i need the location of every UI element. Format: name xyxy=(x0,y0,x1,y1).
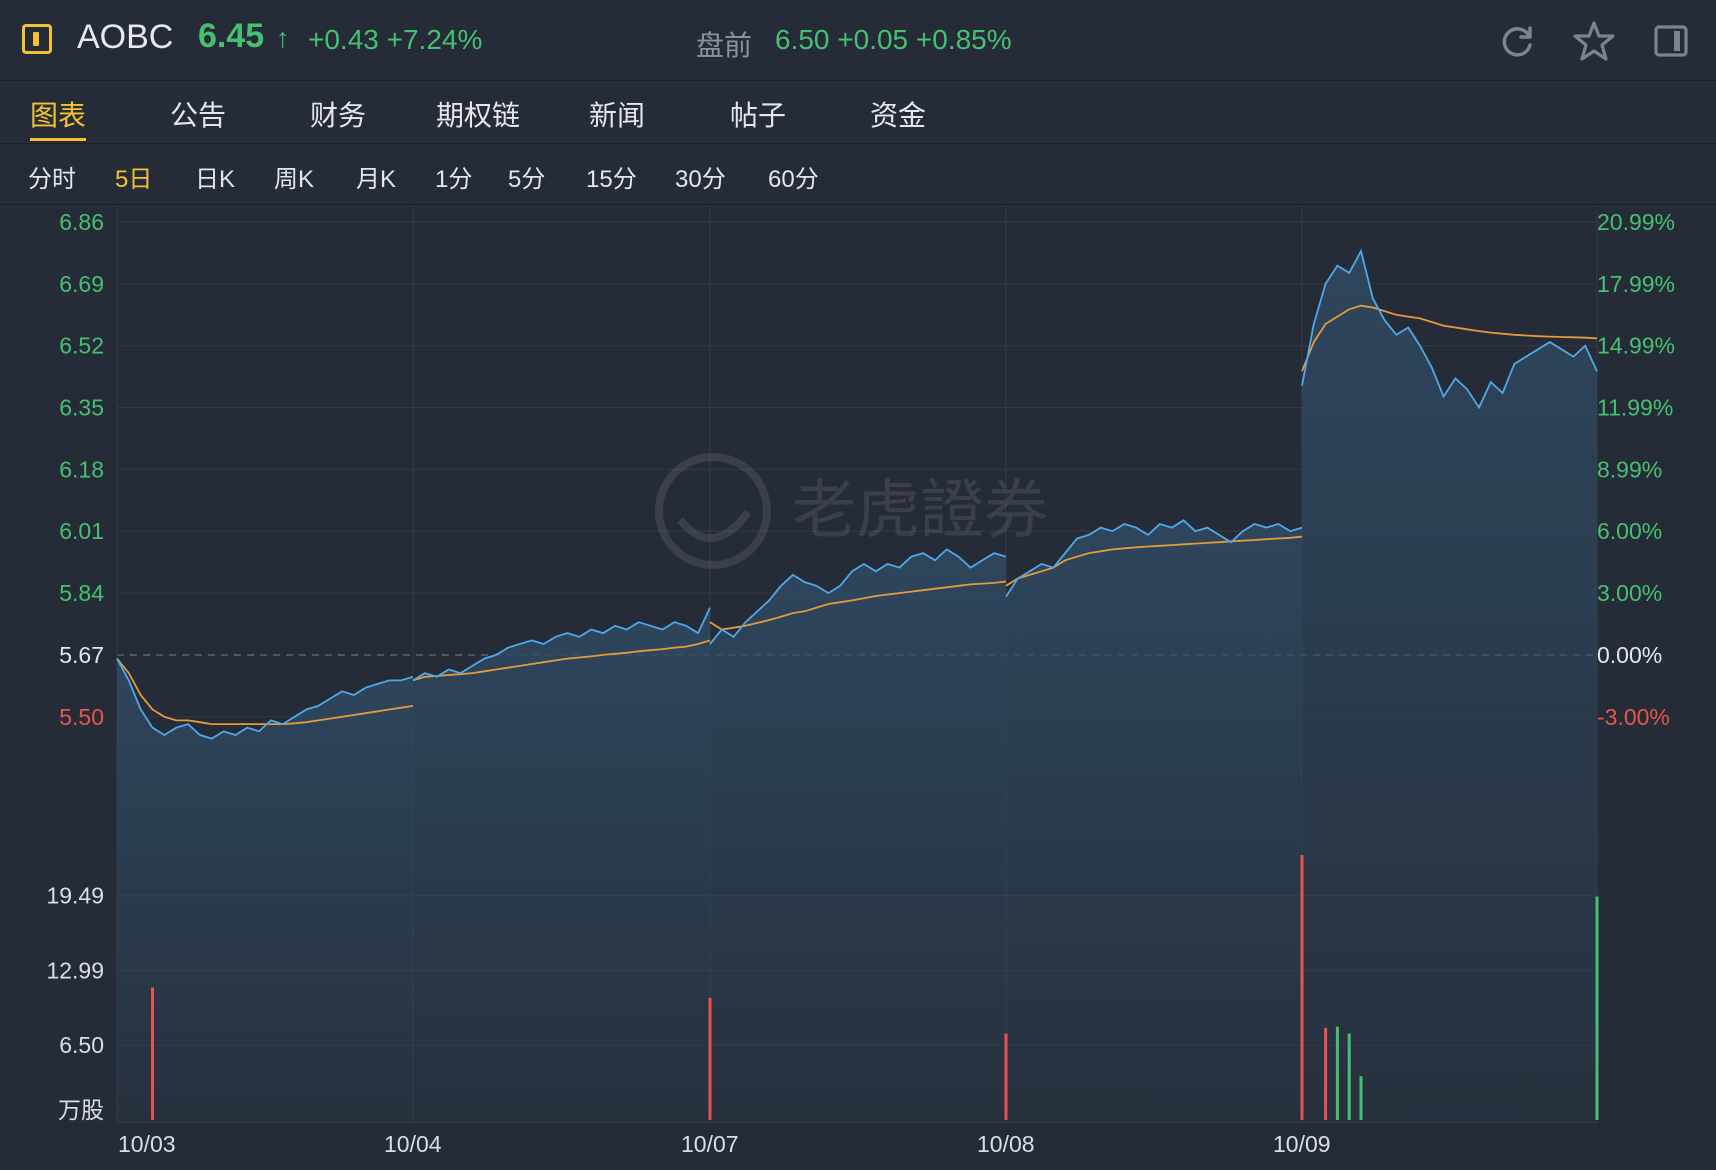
watermark-text: 老虎證券 xyxy=(792,474,1048,548)
tab-chart[interactable]: 图表 xyxy=(30,100,87,131)
price-lines xyxy=(116,248,1598,740)
volume-bar xyxy=(1335,1026,1339,1120)
price-change: +0.43 +7.24% xyxy=(308,24,483,55)
watermark: 老虎證券 xyxy=(655,453,1048,569)
price-line xyxy=(412,607,711,682)
refresh-icon[interactable] xyxy=(1496,20,1538,62)
price-area-day xyxy=(413,607,710,1120)
avg-price-line xyxy=(116,658,414,725)
five-day-chart[interactable]: 老虎證券 6.86 20.99% 6.69 17.99% 6.52 14.99% 6.35 1… xyxy=(0,205,1716,1170)
period-5day[interactable]: 5日 xyxy=(115,166,153,193)
panel-toggle-icon[interactable] xyxy=(1650,20,1692,62)
price-area-day xyxy=(1006,520,1302,1120)
price-line xyxy=(116,658,414,740)
price-line xyxy=(1301,248,1598,410)
volume-tick-label: 6.50 xyxy=(59,1032,104,1058)
active-tab-underline xyxy=(30,138,86,141)
volume-bar xyxy=(1324,1027,1328,1120)
volume-bar xyxy=(1595,896,1599,1120)
tab-posts[interactable]: 帖子 xyxy=(730,100,787,131)
volume-bar xyxy=(708,997,712,1120)
volume-tick-label: 12.99 xyxy=(46,957,104,983)
pct-tick-label: 17.99% xyxy=(1597,271,1675,297)
avg-price-line xyxy=(1301,304,1598,372)
period-60min[interactable]: 60分 xyxy=(768,166,819,193)
volume-bar xyxy=(1004,1033,1008,1120)
pct-tick-label: 3.00% xyxy=(1597,580,1662,606)
period-intraday[interactable]: 分时 xyxy=(28,166,76,193)
volume-bar xyxy=(1347,1033,1351,1120)
price-tick-label: 6.69 xyxy=(59,271,104,297)
pct-tick-label: 14.99% xyxy=(1597,333,1675,359)
premarket-value: 6.50 +0.05 +0.85% xyxy=(775,24,1012,55)
tab-financials[interactable]: 财务 xyxy=(310,100,367,131)
tab-announcements[interactable]: 公告 xyxy=(170,100,227,131)
quote-header: AOBC 6.45 ↑ +0.43 +7.24% 盘前 6.50 +0.05 +… xyxy=(0,0,1716,81)
pct-tick-label: 11.99% xyxy=(1597,395,1673,421)
price-tick-label: 5.67 xyxy=(59,642,104,668)
pct-tick-label: 20.99% xyxy=(1597,209,1675,235)
date-label: 10/03 xyxy=(118,1131,176,1157)
pct-tick-label: -3.00% xyxy=(1597,704,1670,730)
avg-price-line xyxy=(709,580,1007,631)
price-tick-label: 5.84 xyxy=(59,580,104,606)
date-label: 10/09 xyxy=(1273,1131,1331,1157)
price-tick-label: 5.50 xyxy=(59,704,104,730)
period-weekly[interactable]: 周K xyxy=(274,166,315,193)
up-arrow-icon: ↑ xyxy=(276,23,290,53)
symbol: AOBC xyxy=(77,18,174,56)
date-label: 10/04 xyxy=(384,1131,442,1157)
price-tick-label: 6.52 xyxy=(59,333,104,359)
tab-news[interactable]: 新闻 xyxy=(589,100,646,131)
period-selector: 分时 5日 日K 周K 月K 1分 5分 15分 30分 60分 xyxy=(0,144,1716,205)
period-daily[interactable]: 日K xyxy=(195,166,236,193)
price-area-fill xyxy=(117,251,1597,1121)
pct-tick-label: 8.99% xyxy=(1597,456,1662,482)
volume-bar xyxy=(1300,855,1304,1120)
period-monthly[interactable]: 月K xyxy=(356,166,397,193)
volume-bars xyxy=(151,855,1599,1120)
main-tabs: 图表 公告 财务 期权链 新闻 帖子 资金 xyxy=(0,80,1716,144)
price-area-day xyxy=(710,549,1006,1120)
axis-labels: 6.86 20.99% 6.69 17.99% 6.52 14.99% 6.35 11.99%… xyxy=(46,209,1675,1157)
avg-price-line xyxy=(412,639,711,682)
pct-tick-label: 0.00% xyxy=(1597,642,1662,668)
period-5min[interactable]: 5分 xyxy=(508,166,546,193)
date-label: 10/08 xyxy=(977,1131,1035,1157)
volume-bar xyxy=(151,987,155,1120)
period-15min[interactable]: 15分 xyxy=(586,166,637,193)
price-tick-label: 6.35 xyxy=(59,395,104,421)
tab-capital[interactable]: 资金 xyxy=(870,100,927,131)
volume-tick-label: 19.49 xyxy=(46,882,104,908)
star-icon[interactable] xyxy=(1573,20,1615,62)
price-area-day xyxy=(117,658,413,1120)
date-label: 10/07 xyxy=(681,1131,739,1157)
tab-options-chain[interactable]: 期权链 xyxy=(436,100,521,131)
price-tick-label: 6.01 xyxy=(59,518,104,544)
price-area-day xyxy=(1302,251,1597,1121)
volume-bar xyxy=(1359,1076,1363,1120)
last-price: 6.45 xyxy=(198,17,265,55)
period-1min[interactable]: 1分 xyxy=(435,166,473,193)
premarket-label: 盘前 xyxy=(696,30,753,61)
period-30min[interactable]: 30分 xyxy=(675,166,726,193)
volume-unit-label: 万股 xyxy=(58,1097,104,1123)
logo-box-icon[interactable] xyxy=(22,24,52,54)
price-tick-label: 6.18 xyxy=(59,456,104,482)
pct-tick-label: 6.00% xyxy=(1597,518,1662,544)
price-line xyxy=(1005,519,1303,598)
price-line xyxy=(709,548,1007,645)
price-tick-label: 6.86 xyxy=(59,209,104,235)
